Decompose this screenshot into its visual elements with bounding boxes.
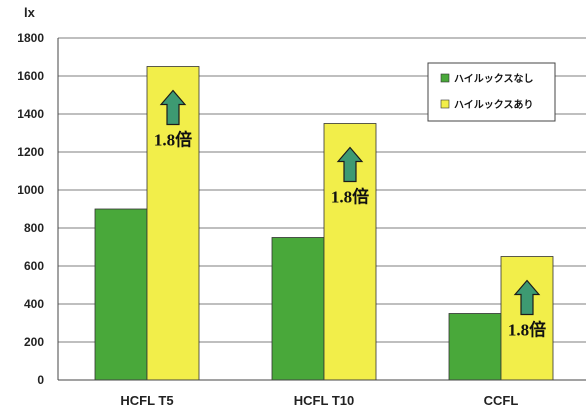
y-tick-label: 1400 xyxy=(17,107,44,121)
y-tick-label: 1800 xyxy=(17,31,44,45)
legend-label-without: ハイルックスなし xyxy=(454,73,534,85)
y-unit-label: lx xyxy=(24,5,36,20)
y-tick-label: 0 xyxy=(37,373,44,387)
y-tick-label: 600 xyxy=(24,259,44,273)
x-category-label: HCFL T10 xyxy=(294,393,354,408)
y-tick-label: 200 xyxy=(24,335,44,349)
annotations: 1.8倍 1.8倍 1.8倍 xyxy=(154,89,546,340)
y-axis-ticks: 0 200 400 600 800 1000 1200 1400 1600 1800 xyxy=(17,31,44,387)
up-arrow-icon xyxy=(513,279,541,316)
annotation-label: 1.8倍 xyxy=(508,320,546,340)
y-tick-label: 1600 xyxy=(17,69,44,83)
bar-without xyxy=(448,313,502,381)
y-tick-label: 400 xyxy=(24,297,44,311)
up-arrow-icon xyxy=(159,89,187,126)
bar-without xyxy=(271,237,325,381)
legend-box xyxy=(427,62,556,122)
annotation-label: 1.8倍 xyxy=(154,130,192,150)
x-axis-categories: HCFL T5 HCFL T10 CCFL xyxy=(120,393,518,408)
x-category-label: HCFL T5 xyxy=(120,393,173,408)
y-tick-label: 1000 xyxy=(17,183,44,197)
annotation-label: 1.8倍 xyxy=(331,187,369,207)
legend-label-with: ハイルックスあり xyxy=(454,98,534,111)
bar-without xyxy=(94,208,148,381)
legend: ハイルックスなし ハイルックスあり xyxy=(427,62,556,122)
x-category-label: CCFL xyxy=(484,393,519,408)
y-tick-label: 1200 xyxy=(17,145,44,159)
legend-swatch-with xyxy=(440,99,450,109)
legend-swatch-without xyxy=(440,73,450,83)
bar-with xyxy=(500,256,554,381)
up-arrow-icon xyxy=(336,146,364,183)
y-tick-label: 800 xyxy=(24,221,44,235)
